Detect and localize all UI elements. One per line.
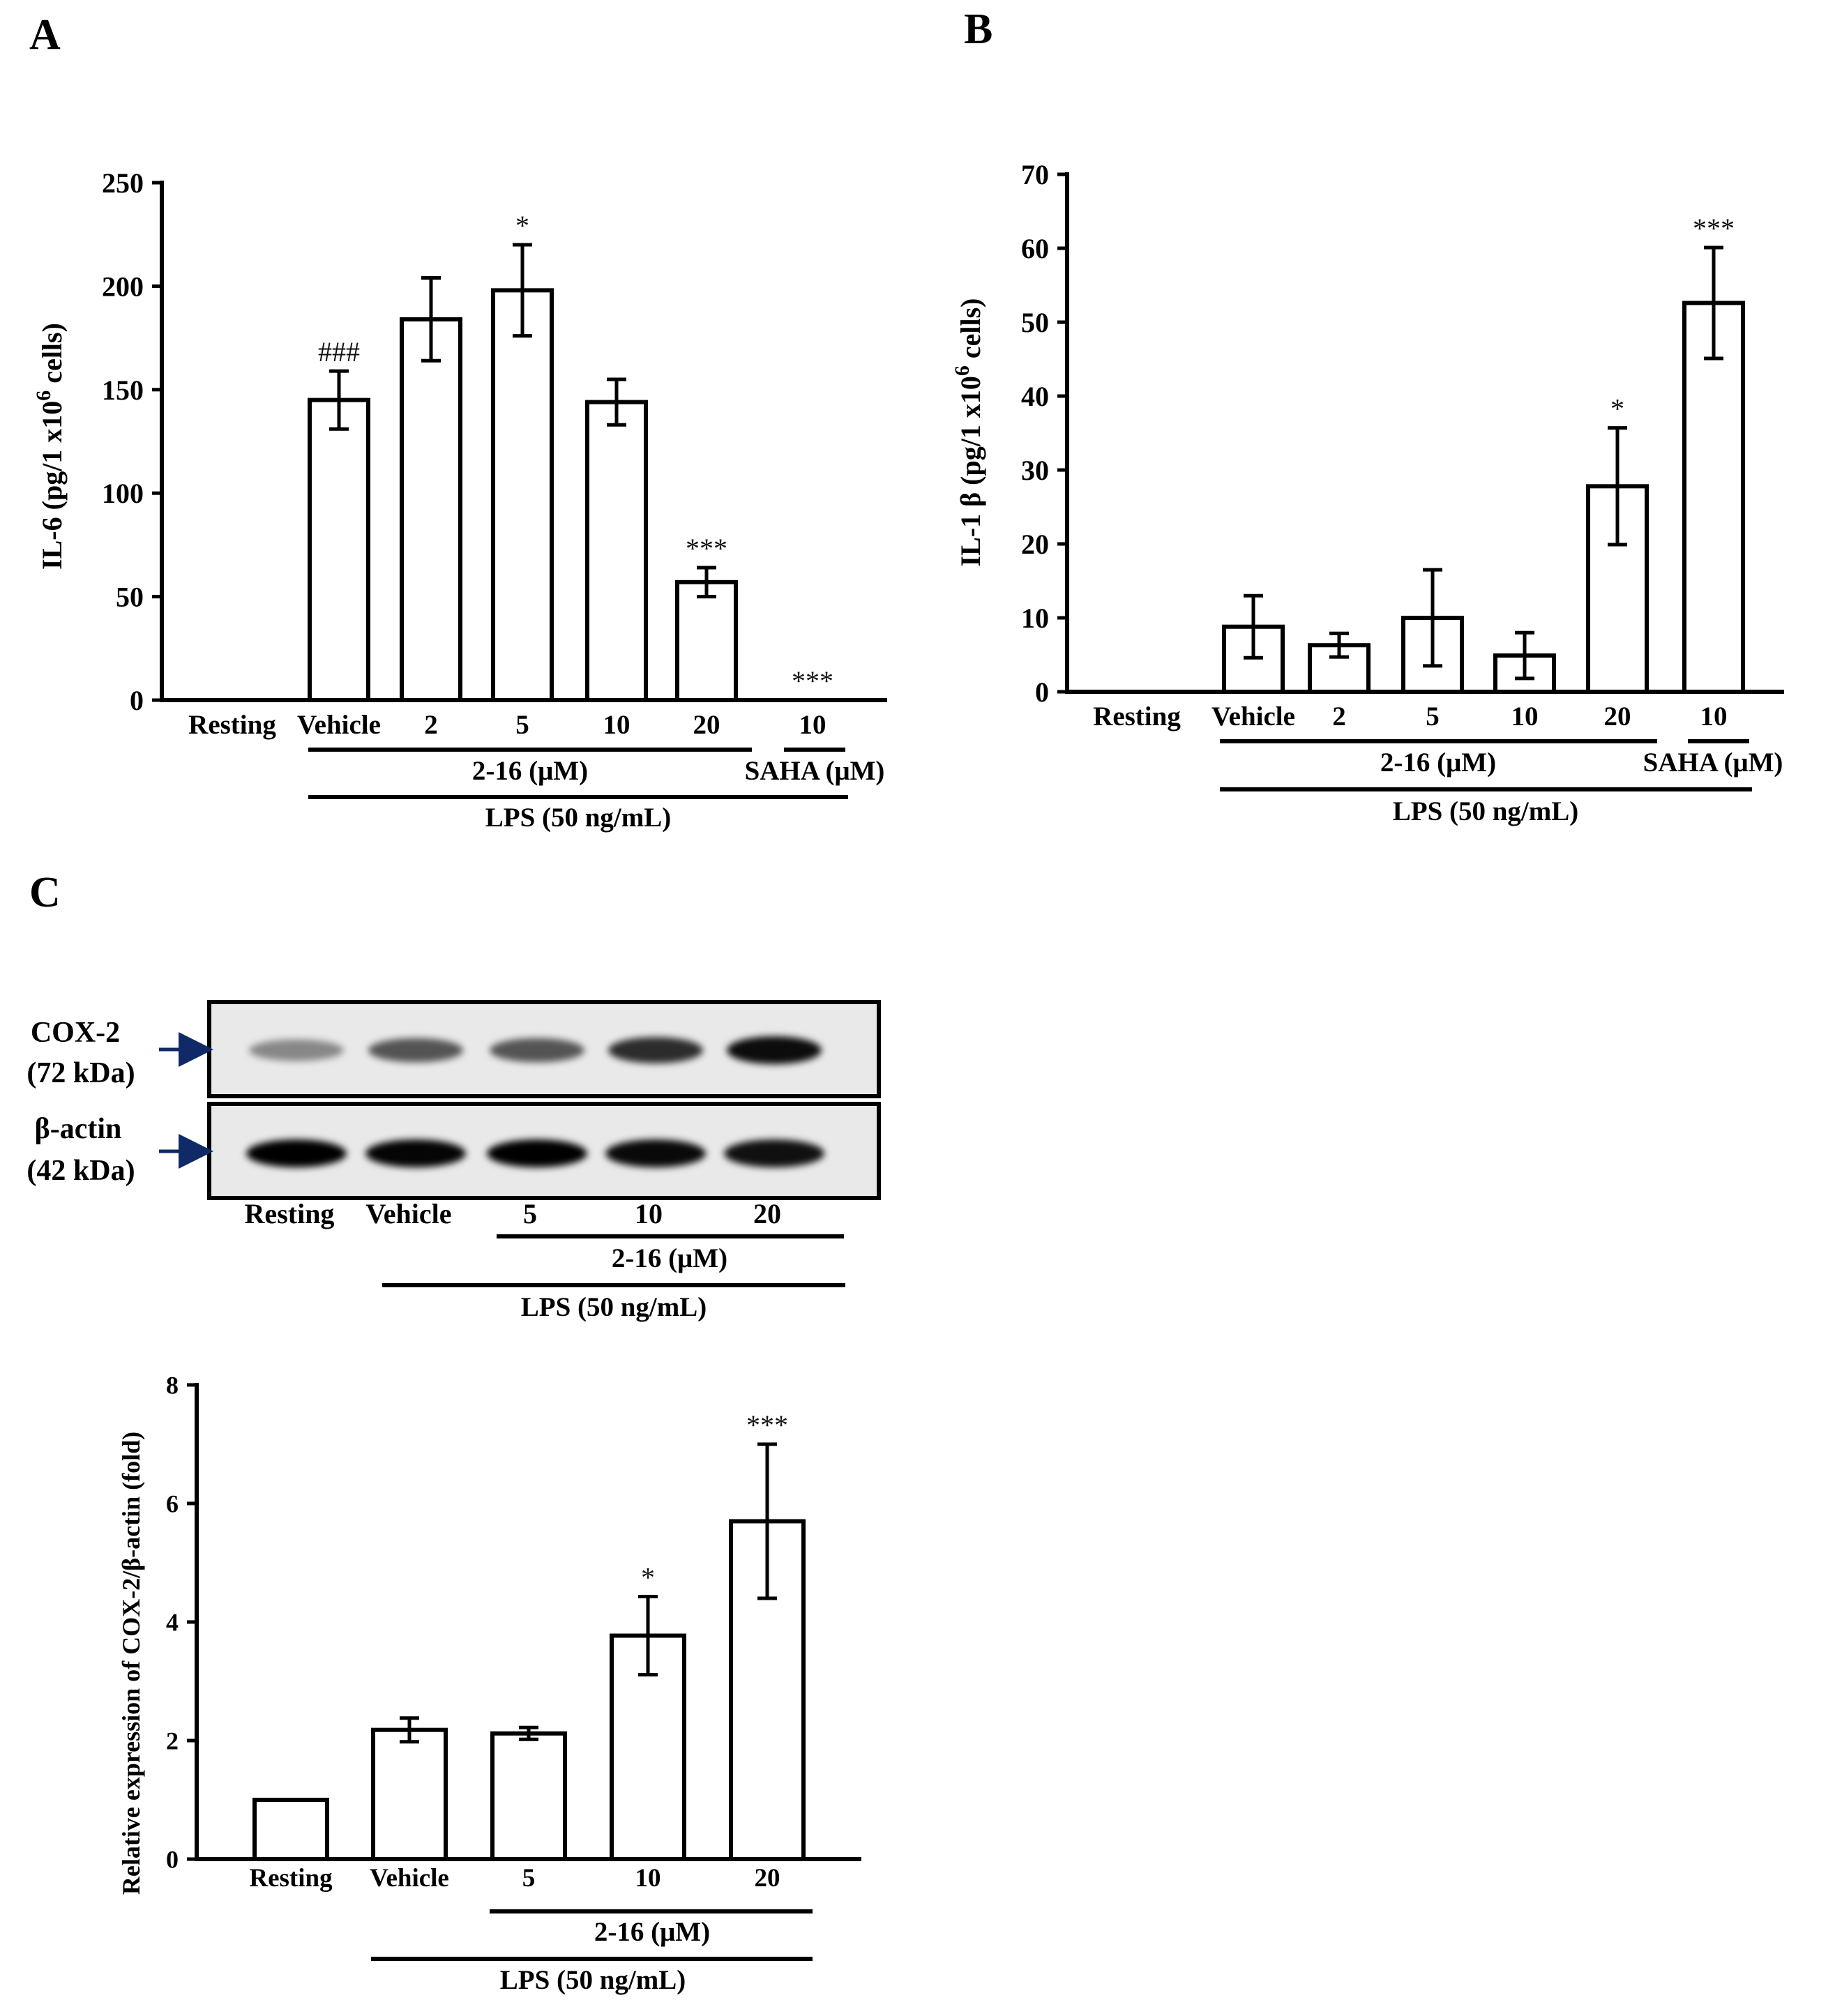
chart-a-ytick-label: 100	[102, 478, 144, 509]
chart-b-ytick-label: 70	[1021, 159, 1049, 190]
chart-a-ytick-label: 150	[102, 374, 144, 406]
chart-c-ytick-label: 8	[166, 1372, 179, 1400]
chart-c-bar	[252, 1798, 329, 1861]
blot-lane-label: 5	[523, 1198, 537, 1229]
chart-c-category-label: 10	[635, 1864, 661, 1893]
panel-letter-b: B	[964, 6, 992, 53]
chart-c-ytick-label: 4	[166, 1609, 179, 1637]
chart-c-ylabel: Relative expression of COX-2/β-actin (fo…	[117, 1432, 145, 1895]
actin-band	[365, 1139, 466, 1167]
chart-a-category-label: 5	[515, 710, 529, 740]
blot-bands	[246, 1036, 824, 1167]
chart-a-ylabel: IL-6 (pg/1 x106 cells)	[32, 323, 68, 570]
chart-b-category-label: Resting	[1093, 702, 1181, 732]
chart-a-significance-label: ***	[792, 665, 833, 697]
chart-c-bar	[490, 1731, 567, 1862]
panel-letter-a: A	[29, 11, 61, 59]
chart-b-category-label: 10	[1700, 702, 1728, 732]
chart-a-bar	[585, 400, 648, 702]
chart-c-significance-label: ***	[746, 1409, 788, 1441]
actin-label: β-actin	[35, 1113, 122, 1145]
actin-band	[605, 1139, 706, 1167]
chart-a-treatment-label: 2-16 (μM)	[472, 756, 588, 786]
chart-b-ylabel: IL-1 β (pg/1 x106 cells)	[951, 298, 987, 567]
chart-b-category-label: Vehicle	[1211, 702, 1295, 732]
blot-lps-label: LPS (50 ng/mL)	[521, 1292, 707, 1322]
chart-c-bar	[371, 1727, 448, 1861]
chart-b-lps-label: LPS (50 ng/mL)	[1393, 796, 1579, 826]
chart-b-ytick-label: 30	[1021, 455, 1049, 486]
chart-b-treatment-label: 2-16 (μM)	[1380, 748, 1496, 778]
chart-c-ytick-label: 0	[166, 1846, 179, 1874]
chart-c-category-label: Resting	[249, 1864, 333, 1893]
chart-c-significance-label: *	[641, 1561, 655, 1593]
cox2-band	[249, 1039, 344, 1061]
chart-a-category-label: Resting	[188, 710, 276, 740]
chart-b-ytick-label: 60	[1021, 233, 1049, 264]
chart-a-ytick-label: 0	[130, 685, 144, 716]
chart-c-treatment-label: 2-16 (μM)	[594, 1917, 710, 1947]
actin-band	[724, 1139, 824, 1167]
chart-a: 0 50 100 150 200 250 Resting Vehicle ### 2 5 * 10 20 *…	[102, 167, 887, 740]
chart-c-category-label: 5	[522, 1864, 536, 1893]
chart-a-ytick-label: 50	[116, 582, 144, 613]
blot-lane-labels: Resting Vehicle 5 10 20	[245, 1198, 781, 1229]
cox2-band	[608, 1037, 703, 1063]
chart-a-bar	[675, 579, 738, 702]
chart-a-saha-label: SAHA (μM)	[745, 756, 885, 786]
blot-lane-label: Resting	[245, 1198, 335, 1229]
chart-c-ytick-label: 2	[166, 1727, 179, 1755]
chart-c-ytick-label: 6	[166, 1490, 179, 1518]
chart-c: 0 2 4 6 8 Resting Vehicle 5 10 * 20 ***	[166, 1372, 861, 1893]
chart-b-ytick-label: 50	[1021, 307, 1049, 338]
chart-a-ytick-label: 250	[102, 167, 144, 199]
chart-b-category-label: 5	[1426, 702, 1440, 732]
blot-treatment-label: 2-16 (μM)	[612, 1243, 727, 1273]
chart-a-bar	[491, 288, 554, 702]
chart-a-lps-label: LPS (50 ng/mL)	[485, 803, 672, 833]
chart-a-significance-label: *	[515, 210, 529, 241]
chart-b-significance-label: ***	[1693, 213, 1735, 244]
chart-b-ytick-label: 10	[1021, 602, 1049, 634]
chart-a-significance-label: ###	[318, 336, 360, 367]
chart-a-bar	[400, 317, 462, 702]
chart-a-category-label: 2	[424, 710, 438, 740]
actin-band	[246, 1139, 347, 1167]
chart-a-ytick-label: 200	[102, 271, 144, 302]
chart-b-ytick-label: 20	[1021, 529, 1049, 560]
cox2-band	[490, 1038, 584, 1063]
chart-b-significance-label: *	[1610, 393, 1624, 425]
panel-letter-c: C	[29, 869, 61, 916]
cox2-band	[368, 1038, 463, 1063]
cox2-label: COX-2	[31, 1017, 120, 1049]
actin-kda-label: (42 kDa)	[27, 1155, 135, 1187]
actin-band	[487, 1139, 587, 1167]
chart-a-category-label: 10	[603, 710, 631, 740]
chart-b-saha-label: SAHA (μM)	[1643, 748, 1783, 778]
chart-b-ytick-label: 0	[1035, 676, 1049, 708]
blot-lane-label: 10	[635, 1198, 663, 1229]
cox2-kda-label: (72 kDa)	[27, 1057, 135, 1089]
chart-b-bar	[1682, 301, 1745, 694]
chart-a-category-label: 10	[799, 710, 826, 740]
chart-a-category-label: Vehicle	[297, 710, 381, 740]
chart-c-lps-label: LPS (50 ng/mL)	[500, 1965, 686, 1995]
blot-lane-label: Vehicle	[366, 1198, 452, 1229]
chart-c-category-label: Vehicle	[370, 1864, 449, 1893]
chart-a-category-label: 20	[693, 710, 720, 740]
chart-b: 0 10 20 30 40 50 60 70 Resting Vehicle 2 5 10 20 * 10 **…	[1021, 159, 1784, 732]
chart-a-significance-label: ***	[686, 533, 727, 564]
chart-b-category-label: 10	[1511, 702, 1539, 732]
chart-a-bar	[308, 397, 370, 702]
chart-b-ytick-label: 40	[1021, 381, 1049, 412]
chart-b-category-label: 2	[1332, 702, 1346, 732]
chart-b-category-label: 20	[1604, 702, 1631, 732]
blot-lane-label: 20	[753, 1198, 781, 1229]
chart-c-category-label: 20	[755, 1864, 780, 1893]
cox2-band	[727, 1036, 822, 1064]
